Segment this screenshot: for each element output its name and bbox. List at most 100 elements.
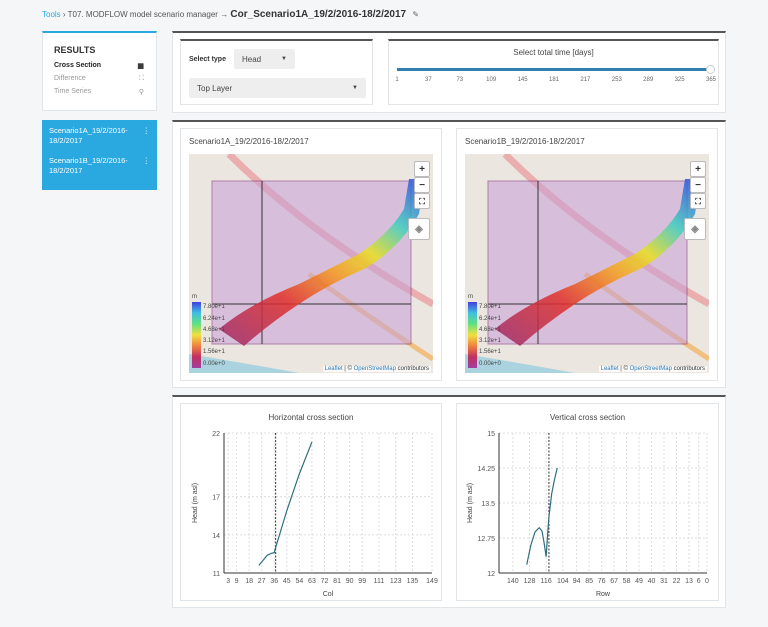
- x-tick-label: 94: [573, 578, 581, 585]
- fullscreen-icon[interactable]: ⛶: [414, 193, 430, 209]
- map-title: Scenario1B_19/2/2016-18/2/2017: [465, 137, 585, 146]
- x-tick-label: 76: [598, 578, 606, 585]
- zoom-out-button[interactable]: −: [414, 177, 430, 193]
- head-line: [526, 467, 558, 565]
- caret-down-icon: ▼: [281, 56, 287, 62]
- attrib-rest: contributors: [671, 366, 705, 372]
- breadcrumb-arrow: →: [220, 10, 231, 19]
- x-tick-label: 18: [245, 578, 253, 585]
- x-tick-label: 116: [541, 578, 552, 585]
- vertical-cross-section-card: Vertical cross section: [456, 403, 719, 601]
- results-menu: RESULTS Cross Section ▦ Difference ⛶ Time …: [42, 31, 157, 111]
- legend-label: 6.24e+1: [203, 315, 225, 322]
- type-selector-card: Select type Head ▼ Top Layer ▼: [180, 39, 373, 105]
- menu-item-time-series[interactable]: Time Series ⚲: [54, 85, 144, 98]
- x-tick-label: 90: [346, 578, 354, 585]
- attrib-sep: | ©: [618, 366, 630, 372]
- legend-label: 7.80e+1: [479, 304, 501, 311]
- x-tick-label: 0: [705, 578, 709, 585]
- x-tick-label: 85: [585, 578, 593, 585]
- legend-label: 4.68e+1: [479, 326, 501, 333]
- x-tick-label: 123: [390, 578, 402, 585]
- time-tick-label: 145: [517, 77, 528, 83]
- menu-item-label: Cross Section: [54, 62, 102, 69]
- time-tick-label: 73: [456, 77, 464, 83]
- x-tick-label: 40: [648, 578, 656, 585]
- more-vertical-icon[interactable]: ⋮: [142, 156, 151, 165]
- layer-select[interactable]: Top Layer ▼: [189, 78, 366, 98]
- time-tick-label: 365: [705, 77, 716, 83]
- x-tick-label: 111: [374, 578, 385, 585]
- osm-link[interactable]: OpenStreetMap: [353, 366, 396, 372]
- scenario-item[interactable]: Scenario1B_19/2/2016-18/2/2017 ⋮: [42, 150, 157, 180]
- y-tick-label: 12: [487, 571, 495, 578]
- fullscreen-icon[interactable]: ⛶: [690, 193, 706, 209]
- scenario-list: Scenario1A_19/2/2016-18/2/2017 ⋮ Scenario…: [42, 120, 157, 190]
- x-tick-label: 13: [685, 578, 693, 585]
- time-tick-label: 253: [611, 77, 622, 83]
- map-attribution: Leaflet | © OpenStreetMap contributors: [598, 366, 707, 372]
- menu-item-cross-section[interactable]: Cross Section ▦: [54, 59, 144, 72]
- y-tick-label: 14.25: [477, 466, 495, 473]
- time-tick-label: 37: [425, 77, 432, 83]
- time-slider-title: Select total time [days]: [513, 48, 594, 57]
- breadcrumb-tools-link[interactable]: Tools: [42, 10, 61, 19]
- y-tick-label: 17: [212, 495, 220, 502]
- breadcrumb: Tools › T07. MODFLOW model scenario mana…: [42, 9, 419, 20]
- map-tiles: [465, 154, 709, 373]
- layers-icon[interactable]: ◈: [684, 218, 706, 240]
- time-slider-track[interactable]: [397, 68, 711, 71]
- legend-label: 7.80e+1: [203, 304, 225, 311]
- menu-item-label: Time Series: [54, 88, 92, 95]
- time-slider-card: Select total time [days] 1 37 73 109 145 181 2…: [388, 39, 719, 105]
- map-attribution: Leaflet | © OpenStreetMap contributors: [322, 366, 431, 372]
- x-tick-label: 31: [660, 578, 668, 585]
- x-axis-label: Col: [323, 591, 334, 598]
- x-tick-label: 49: [635, 578, 643, 585]
- osm-link[interactable]: OpenStreetMap: [629, 366, 672, 372]
- expand-icon: ⛶: [139, 74, 144, 82]
- time-tick-label: 181: [548, 77, 559, 83]
- time-slider-handle[interactable]: [706, 65, 715, 74]
- x-tick-label: 140: [507, 578, 519, 585]
- x-tick-label: 149: [426, 578, 438, 585]
- x-tick-label: 99: [358, 578, 366, 585]
- breadcrumb-separator: ›: [62, 10, 68, 19]
- type-select-value: Head: [242, 54, 262, 64]
- legend-label: 1.56e+1: [479, 349, 501, 356]
- head-map[interactable]: + − ⛶ ◈ m 7.80e+1 6.24e+1 4.68e+1 3.12e+1 1.…: [465, 154, 709, 373]
- more-vertical-icon[interactable]: ⋮: [142, 126, 151, 135]
- x-tick-label: 63: [308, 578, 316, 585]
- scenario-item[interactable]: Scenario1A_19/2/2016-18/2/2017 ⋮: [42, 120, 157, 150]
- zoom-in-button[interactable]: +: [690, 161, 706, 177]
- menu-item-label: Difference: [54, 75, 86, 82]
- head-map[interactable]: + − ⛶ ◈ m 7.80e+1 6.24e+1 4.68e+1 3.12e+1 1.…: [189, 154, 433, 373]
- zoom-out-button[interactable]: −: [690, 177, 706, 193]
- attrib-sep: | ©: [342, 366, 354, 372]
- legend-label: 0.00e+0: [203, 360, 225, 367]
- legend-color-ramp: [468, 302, 477, 369]
- breadcrumb-parent[interactable]: T07. MODFLOW model scenario manager: [67, 10, 218, 19]
- leaflet-link[interactable]: Leaflet: [324, 366, 343, 372]
- edit-pencil-icon[interactable]: ✎: [412, 10, 420, 19]
- time-tick-label: 1: [395, 77, 399, 83]
- chart-title: Horizontal cross section: [268, 413, 354, 422]
- x-tick-label: 6: [697, 578, 701, 585]
- x-tick-label: 128: [524, 578, 536, 585]
- x-tick-label: 81: [333, 578, 341, 585]
- map-card: Scenario1A_19/2/2016-18/2/2017 + − ⛶ ◈ m…: [180, 128, 442, 381]
- y-tick-label: 11: [213, 571, 220, 578]
- zoom-in-button[interactable]: +: [414, 161, 430, 177]
- legend-unit: m: [192, 294, 197, 301]
- x-tick-label: 54: [295, 578, 303, 585]
- time-tick-label: 217: [580, 77, 591, 83]
- type-select[interactable]: Head ▼: [234, 49, 295, 69]
- scenario-label: Scenario1B_19/2/2016-18/2/2017: [49, 156, 128, 175]
- layers-icon[interactable]: ◈: [408, 218, 430, 240]
- scenario-label: Scenario1A_19/2/2016-18/2/2017: [49, 126, 128, 145]
- y-tick-label: 13.5: [481, 501, 495, 508]
- y-axis-label: Head (m asl): [467, 483, 474, 523]
- leaflet-link[interactable]: Leaflet: [600, 366, 619, 372]
- menu-item-difference[interactable]: Difference ⛶: [54, 72, 144, 85]
